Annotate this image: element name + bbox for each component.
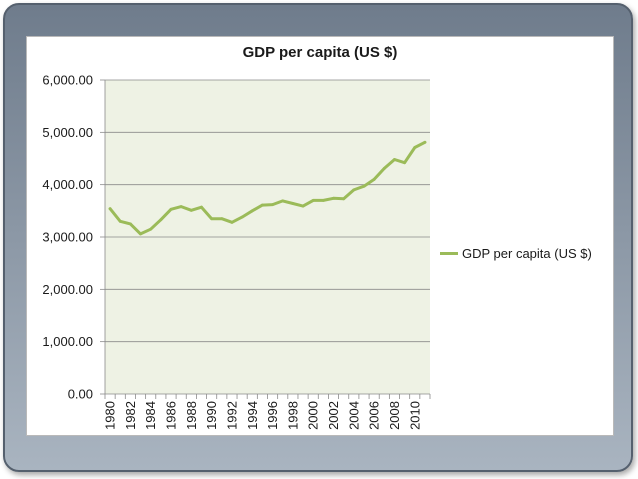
x-tick-label: 1990 [204, 401, 219, 430]
data-point [352, 188, 356, 192]
data-point [382, 167, 386, 170]
data-point [179, 205, 183, 209]
data-point [342, 197, 346, 201]
data-point [403, 161, 407, 165]
y-tick-label: 5,000.00 [42, 125, 93, 140]
x-tick-label: 2004 [346, 401, 361, 430]
series-line [108, 140, 427, 236]
x-tick-label: 1986 [164, 401, 179, 430]
x-tick-label: 2000 [306, 401, 321, 430]
data-point [271, 203, 274, 206]
data-point [108, 207, 112, 211]
data-point [250, 209, 254, 213]
y-tick-label: 0.00 [68, 387, 93, 402]
legend-label: GDP per capita (US $) [462, 246, 592, 261]
data-point [149, 227, 153, 231]
data-point [230, 220, 234, 224]
data-point [362, 184, 366, 188]
x-tick-label: 1984 [143, 401, 158, 430]
x-tick-label: 2010 [407, 401, 422, 430]
legend-line-swatch [440, 252, 458, 255]
data-point [159, 218, 163, 222]
y-tick-label: 4,000.00 [42, 177, 93, 192]
data-point [321, 198, 325, 202]
data-point [423, 140, 427, 144]
data-point [169, 207, 173, 211]
data-point [128, 222, 132, 226]
data-point [139, 232, 142, 236]
x-tick-label: 1982 [123, 401, 138, 430]
x-tick-label: 1994 [245, 401, 260, 430]
data-point [332, 196, 335, 200]
data-point [261, 203, 264, 207]
x-tick-label: 1992 [224, 401, 239, 430]
x-tick-label: 2006 [367, 401, 382, 430]
x-tick-label: 2002 [326, 401, 341, 430]
y-tick-label: 6,000.00 [42, 73, 93, 88]
data-point [413, 146, 417, 149]
data-point [291, 202, 295, 205]
x-tick-label: 1998 [285, 401, 300, 430]
data-point [301, 204, 305, 208]
y-tick-label: 1,000.00 [42, 334, 93, 349]
data-point [210, 217, 214, 221]
x-tick-label: 1996 [265, 401, 280, 430]
chart-title: GDP per capita (US $) [242, 44, 398, 61]
data-point [372, 178, 376, 181]
x-tick-label: 2008 [387, 401, 402, 430]
data-point [200, 205, 203, 209]
x-tick-label: 1988 [184, 401, 199, 430]
data-point [311, 198, 315, 202]
data-point [240, 215, 244, 219]
data-point [393, 158, 396, 161]
data-point [189, 208, 193, 212]
y-tick-label: 3,000.00 [42, 230, 93, 245]
data-point [220, 217, 224, 221]
data-point [118, 219, 122, 223]
legend: GDP per capita (US $) [440, 246, 592, 261]
data-point [281, 199, 285, 203]
y-tick-label: 2,000.00 [42, 282, 93, 297]
x-tick-label: 1980 [103, 401, 118, 430]
